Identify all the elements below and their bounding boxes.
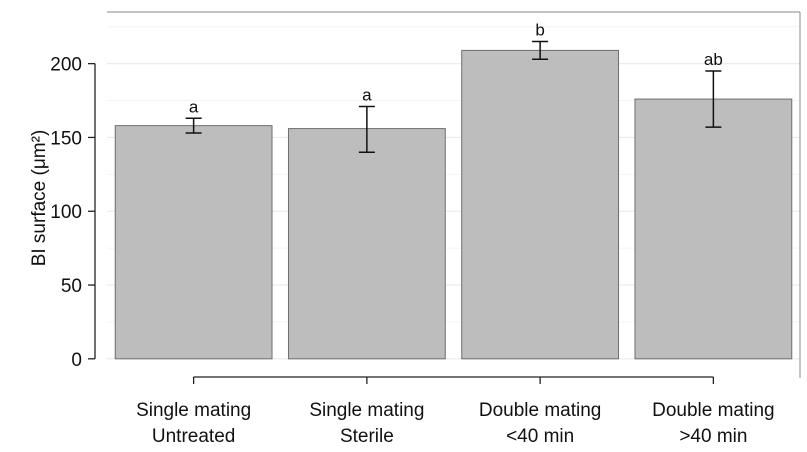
x-tick-label-line: Single mating xyxy=(309,400,424,421)
x-tick-label-line: Double mating xyxy=(652,400,775,421)
x-tick-label-line: Untreated xyxy=(152,426,235,447)
plot-frame xyxy=(107,11,801,378)
significance-label: ab xyxy=(704,50,723,69)
x-tick-label: Single mating Sterile xyxy=(309,400,424,447)
x-tick-label: Double mating >40 min xyxy=(652,400,775,447)
x-tick-label: Single mating Untreated xyxy=(136,400,251,447)
x-tick-label: Double mating <40 min xyxy=(479,400,602,447)
y-axis-title-text: BI surface xyxy=(29,181,50,267)
x-tick-label-line: Double mating xyxy=(479,400,602,421)
significance-label: a xyxy=(362,85,372,104)
y-tick-label: 200 xyxy=(50,55,82,76)
y-tick-label: 100 xyxy=(50,202,82,223)
error-bars xyxy=(185,40,722,153)
bars xyxy=(114,49,793,360)
significance-label: a xyxy=(189,97,199,116)
bar xyxy=(461,49,620,360)
y-tick-label: 50 xyxy=(61,276,82,297)
bar xyxy=(114,125,273,360)
bar xyxy=(287,128,446,360)
y-axis-title: BI surface (μm²) xyxy=(29,130,50,267)
x-tick-label-line: <40 min xyxy=(506,426,574,447)
y-tick-label: 150 xyxy=(50,128,82,149)
x-axis: Single mating Untreated Single mating Steri… xyxy=(136,376,775,447)
x-tick-label-line: Sterile xyxy=(340,426,394,447)
significance-label: b xyxy=(535,21,544,40)
x-tick-label-line: >40 min xyxy=(679,426,747,447)
x-tick-label-line: Single mating xyxy=(136,400,251,421)
y-tick-label: 0 xyxy=(71,350,82,371)
bar xyxy=(634,98,793,360)
y-axis-title-unit: (μm²) xyxy=(29,130,50,176)
y-axis: 0 50 100 150 200 xyxy=(50,55,96,371)
